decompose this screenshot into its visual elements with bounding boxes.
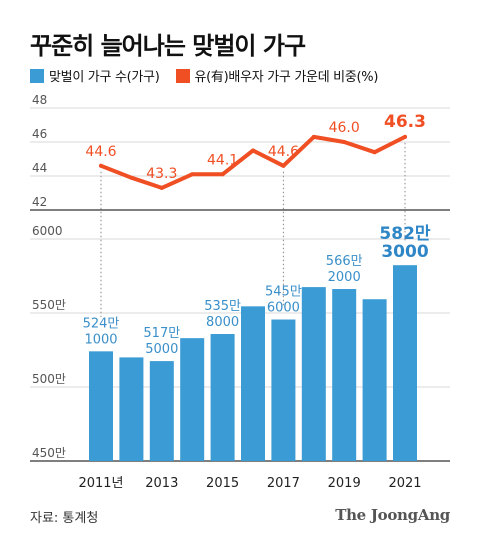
legend-item-line: 유(有)배우자 가구 가운데 비중(%) — [175, 66, 379, 85]
line-ytick-label: 46 — [32, 127, 47, 141]
xtick-label: 2021 — [388, 476, 421, 491]
bar — [241, 306, 265, 461]
line-data-label: 44.6 — [268, 144, 299, 160]
line-point — [311, 134, 316, 139]
line-point — [403, 134, 407, 139]
bar-data-label-line1: 535만 — [204, 299, 241, 314]
bar-data-label-line2: 8000 — [206, 315, 239, 330]
bar-ytick-label: 550만 — [32, 298, 66, 312]
bar-data-label-line2: 1000 — [84, 332, 117, 347]
bar-data-label-line2: 6000 — [267, 301, 300, 316]
bar — [210, 334, 235, 461]
xtick-label: 2017 — [267, 476, 300, 491]
legend-label-line: 유(有)배우자 가구 가운데 비중(%) — [194, 70, 379, 85]
line-point — [372, 150, 377, 155]
bar-ytick-label: 500만 — [32, 372, 66, 386]
bar-data-label-line2: 5000 — [145, 342, 178, 357]
bar-data-label-line1: 524만 — [83, 316, 120, 331]
line-ytick-label: 48 — [32, 93, 47, 107]
line-ytick-label: 42 — [32, 195, 47, 209]
line-point — [129, 175, 134, 180]
bar-data-label-line2: 2000 — [328, 270, 361, 285]
legend-item-bar: 맞벌이 가구 수(가구) — [30, 66, 160, 85]
bar — [362, 299, 387, 461]
bar — [89, 351, 113, 461]
xtick-label: 2019 — [328, 476, 361, 491]
bar — [180, 338, 205, 461]
line-point — [342, 140, 347, 144]
legend: 맞벌이 가구 수(가구) 유(有)배우자 가구 가운데 비중(%) — [30, 66, 378, 85]
bar — [149, 361, 174, 461]
line-point — [159, 185, 164, 190]
line-point — [190, 172, 195, 177]
bar-data-label-line1: 582만 — [379, 224, 430, 244]
legend-label-bar: 맞벌이 가구 수(가구) — [49, 70, 160, 85]
line-point — [99, 163, 103, 168]
legend-swatch-line — [175, 68, 190, 83]
line-data-label: 43.3 — [146, 166, 177, 182]
bar — [393, 265, 417, 461]
line-data-label: 44.1 — [207, 152, 238, 168]
bar — [332, 289, 357, 461]
chart-title: 꾸준히 늘어나는 맞벌이 가구 — [30, 32, 306, 60]
xtick-label: 2011년 — [78, 476, 123, 491]
bar-ytick-label: 6000 — [32, 224, 63, 238]
bar-data-label-line1: 517만 — [143, 326, 180, 341]
line-point — [220, 172, 225, 177]
line-data-label: 44.6 — [85, 144, 116, 160]
bar — [271, 319, 296, 461]
bar-data-label-line1: 545만 — [265, 285, 302, 300]
xtick-label: 2013 — [145, 476, 178, 491]
source-note: 자료: 통계청 — [30, 511, 99, 526]
line-point — [251, 148, 255, 153]
bar-data-label-line1: 566만 — [326, 254, 363, 269]
bar — [301, 287, 326, 461]
line-point — [281, 163, 286, 168]
publisher-logo: The JoongAng — [335, 506, 450, 524]
bar-data-label-line2: 3000 — [381, 242, 428, 262]
line-ytick-label: 44 — [32, 161, 47, 175]
bar — [119, 357, 144, 461]
line-data-label: 46.3 — [384, 112, 426, 132]
bar-ytick-label: 450만 — [32, 446, 66, 460]
line-data-label: 46.0 — [329, 120, 360, 136]
xtick-label: 2015 — [206, 476, 239, 491]
legend-swatch-bar — [30, 68, 44, 83]
